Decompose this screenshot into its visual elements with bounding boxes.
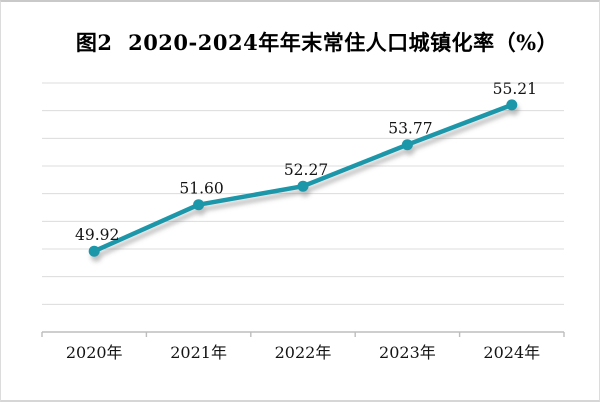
data-label: 52.27 xyxy=(284,161,328,179)
x-axis-label: 2021年 xyxy=(170,343,227,362)
data-point xyxy=(401,139,413,151)
data-label: 49.92 xyxy=(75,226,119,244)
data-point xyxy=(88,245,100,257)
x-axis-label: 2024年 xyxy=(483,343,540,362)
data-point xyxy=(297,180,309,192)
x-axis-label: 2020年 xyxy=(66,343,123,362)
data-label: 53.77 xyxy=(388,120,432,138)
chart-title: 图2 2020-2024年年末常住人口城镇化率（%） xyxy=(75,30,559,55)
data-point xyxy=(506,99,518,111)
data-series xyxy=(88,99,518,257)
data-label: 55.21 xyxy=(493,80,537,98)
data-point xyxy=(193,199,205,211)
data-label: 51.60 xyxy=(179,180,223,198)
x-axis-label: 2022年 xyxy=(275,343,332,362)
x-axis-label: 2023年 xyxy=(379,343,436,362)
